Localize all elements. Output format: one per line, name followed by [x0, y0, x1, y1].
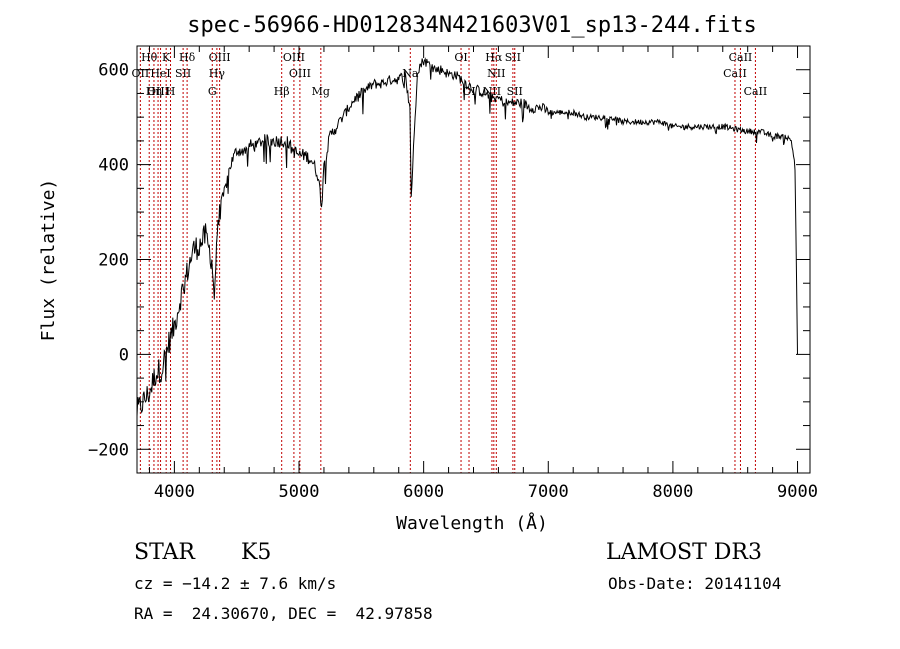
spectral-line-label: OIII	[289, 67, 311, 80]
spectral-line-label: OII	[132, 67, 150, 80]
spectral-line-label: HeI	[150, 67, 170, 80]
spectral-line-label: CaII	[744, 85, 768, 98]
spectral-line-label: Na	[402, 67, 419, 80]
plot-frame	[136, 45, 811, 474]
spectral-line-label: Hδ	[179, 51, 196, 64]
y-axis: −200 0 200 400 600	[88, 45, 810, 474]
x-tick-label: 8000	[652, 482, 693, 502]
x-tick-label: 9000	[777, 482, 818, 502]
spectral-line-label: Mg	[312, 85, 330, 98]
spectral-line-label: Hγ	[209, 67, 226, 80]
obs-date-text: Obs-Date: 20141104	[608, 574, 782, 593]
spectral-line-label: G	[208, 85, 217, 98]
y-tick-label: 400	[98, 156, 129, 176]
x-axis-label: Wavelength (Å)	[396, 512, 548, 534]
spectral-line-label: SII	[505, 51, 521, 64]
spectral-line-label: OIII	[283, 51, 305, 64]
spectral-line-label: K	[162, 51, 171, 64]
spectral-line-label: Hη	[146, 85, 162, 98]
spectrum-line	[136, 57, 798, 417]
object-subclass: K5	[241, 540, 272, 565]
spectral-line-label: CaII	[723, 67, 747, 80]
y-tick-label: −200	[88, 440, 129, 460]
x-tick-label: 5000	[279, 482, 320, 502]
chart-title: spec-56966-HD012834N421603V01_sp13-244.f…	[187, 13, 757, 38]
spectral-line-label: SII	[507, 85, 523, 98]
spectral-line-label: CaII	[729, 51, 753, 64]
spectral-line-label: H	[166, 85, 176, 98]
y-tick-label: 600	[98, 61, 129, 81]
spectral-line-label: Hθ	[141, 51, 158, 64]
spectral-line-label: SII	[175, 67, 191, 80]
object-class: STAR	[134, 540, 195, 565]
spectral-line-label: OI	[462, 85, 475, 98]
redshift-text: cz = −14.2 ± 7.6 km/s	[134, 574, 337, 593]
survey-label: LAMOST DR3	[606, 540, 762, 565]
x-tick-label: 6000	[403, 482, 444, 502]
spectrum-series	[136, 57, 798, 417]
spectral-line-label: NII	[487, 67, 505, 80]
spectral-line-label: OIII	[209, 51, 231, 64]
spectral-line-label: Hα	[485, 51, 503, 64]
spectral-line-label: Hβ	[274, 85, 290, 98]
spectral-line-label: OIII	[147, 85, 169, 98]
x-axis: 4000 5000 6000 7000 8000 9000	[148, 46, 818, 502]
spectral-line-label: OI	[454, 51, 467, 64]
y-axis-label: Flux (relative)	[38, 179, 59, 342]
x-tick-label: 7000	[528, 482, 569, 502]
y-tick-label: 0	[119, 345, 129, 365]
y-tick-label: 200	[98, 251, 129, 271]
x-tick-label: 4000	[154, 482, 195, 502]
coordinates-text: RA = 24.30670, DEC = 42.97858	[134, 604, 433, 623]
